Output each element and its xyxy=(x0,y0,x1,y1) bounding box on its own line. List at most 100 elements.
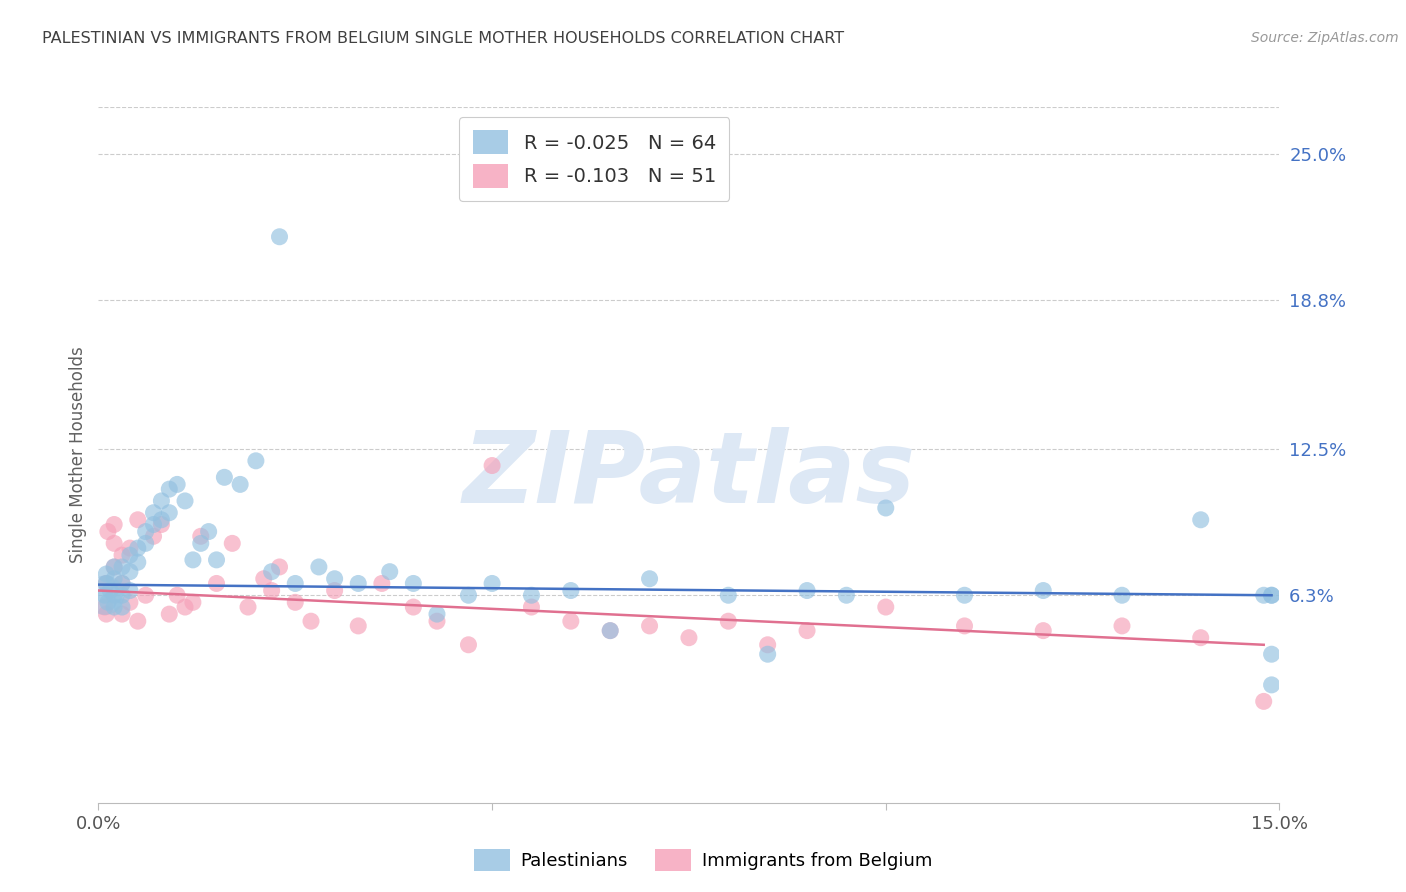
Point xyxy=(1189,513,1212,527)
Point xyxy=(142,529,165,543)
Point xyxy=(638,572,661,586)
Point xyxy=(953,588,976,602)
Point xyxy=(111,600,134,615)
Point xyxy=(103,600,125,615)
Point xyxy=(678,631,700,645)
Point xyxy=(260,583,283,598)
Point xyxy=(150,513,173,527)
Text: PALESTINIAN VS IMMIGRANTS FROM BELGIUM SINGLE MOTHER HOUSEHOLDS CORRELATION CHAR: PALESTINIAN VS IMMIGRANTS FROM BELGIUM S… xyxy=(42,31,845,46)
Point xyxy=(1032,624,1054,638)
Point xyxy=(111,576,134,591)
Point xyxy=(96,607,118,621)
Point xyxy=(166,588,188,602)
Point xyxy=(323,572,346,586)
Point xyxy=(717,614,740,628)
Point xyxy=(150,494,173,508)
Point xyxy=(97,595,120,609)
Point xyxy=(638,619,661,633)
Point xyxy=(127,614,149,628)
Point xyxy=(190,536,212,550)
Point xyxy=(135,588,157,602)
Point xyxy=(190,529,212,543)
Point xyxy=(953,619,976,633)
Legend: Palestinians, Immigrants from Belgium: Palestinians, Immigrants from Belgium xyxy=(467,842,939,879)
Point xyxy=(150,517,173,532)
Point xyxy=(402,600,425,615)
Point xyxy=(205,553,228,567)
Text: Source: ZipAtlas.com: Source: ZipAtlas.com xyxy=(1251,31,1399,45)
Point xyxy=(481,576,503,591)
Point xyxy=(520,600,543,615)
Point xyxy=(260,565,283,579)
Point xyxy=(236,600,259,615)
Point xyxy=(378,565,401,579)
Point xyxy=(96,567,118,582)
Point xyxy=(1260,647,1282,661)
Point xyxy=(111,548,134,562)
Point xyxy=(1253,694,1275,708)
Point xyxy=(253,572,276,586)
Point xyxy=(599,624,621,638)
Point xyxy=(1253,588,1275,602)
Point xyxy=(756,647,779,661)
Point xyxy=(197,524,219,539)
Point xyxy=(118,595,141,609)
Point xyxy=(520,588,543,602)
Point xyxy=(796,624,818,638)
Point xyxy=(426,607,449,621)
Point xyxy=(299,614,322,628)
Point xyxy=(1189,631,1212,645)
Point xyxy=(1260,588,1282,602)
Point xyxy=(103,560,125,574)
Point xyxy=(756,638,779,652)
Point xyxy=(284,576,307,591)
Point xyxy=(118,565,141,579)
Point xyxy=(96,576,118,591)
Point xyxy=(103,588,125,602)
Point xyxy=(481,458,503,473)
Point xyxy=(103,517,125,532)
Point xyxy=(221,536,243,550)
Point xyxy=(118,541,141,555)
Point xyxy=(205,576,228,591)
Point xyxy=(426,614,449,628)
Point xyxy=(1032,583,1054,598)
Point xyxy=(111,560,134,574)
Point xyxy=(93,588,115,602)
Point xyxy=(127,541,149,555)
Point xyxy=(1260,588,1282,602)
Point xyxy=(142,506,165,520)
Point xyxy=(875,500,897,515)
Point xyxy=(97,524,120,539)
Point xyxy=(214,470,236,484)
Point xyxy=(284,595,307,609)
Point xyxy=(103,536,125,550)
Point xyxy=(127,555,149,569)
Point xyxy=(98,583,121,598)
Point xyxy=(269,560,291,574)
Point xyxy=(135,524,157,539)
Point xyxy=(717,588,740,602)
Point xyxy=(560,583,582,598)
Point xyxy=(402,576,425,591)
Point xyxy=(181,595,204,609)
Point xyxy=(1111,588,1133,602)
Point xyxy=(347,619,370,633)
Text: ZIPatlas: ZIPatlas xyxy=(463,427,915,524)
Point xyxy=(118,548,141,562)
Point xyxy=(157,506,180,520)
Point xyxy=(347,576,370,591)
Point xyxy=(157,482,180,496)
Y-axis label: Single Mother Households: Single Mother Households xyxy=(69,347,87,563)
Point xyxy=(127,513,149,527)
Point xyxy=(457,588,479,602)
Point xyxy=(111,607,134,621)
Point xyxy=(835,588,858,602)
Point xyxy=(111,588,134,602)
Point xyxy=(93,588,115,602)
Point xyxy=(157,607,180,621)
Point xyxy=(229,477,252,491)
Point xyxy=(135,536,157,550)
Point xyxy=(142,517,165,532)
Point xyxy=(1260,678,1282,692)
